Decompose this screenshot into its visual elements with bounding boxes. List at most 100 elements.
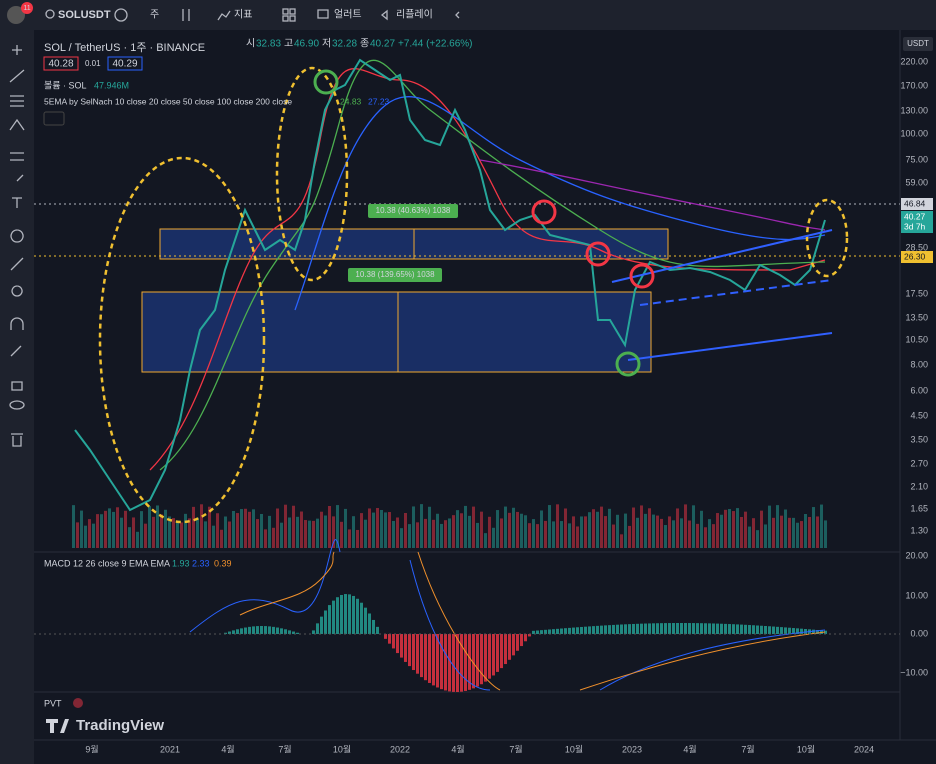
volume-bar: [532, 519, 535, 548]
indicators[interactable]: 지표: [234, 9, 252, 21]
time-axis-label: 10월: [333, 743, 351, 754]
volume-bar: [104, 510, 107, 548]
volume-bar: [476, 522, 479, 548]
volume-bar: [412, 506, 415, 548]
price-axis-label: 2.70: [910, 458, 928, 468]
volume-bar: [444, 520, 447, 548]
macd-bar: [604, 625, 607, 634]
volume-bar: [124, 510, 127, 548]
symbol[interactable]: SOLUSDT: [58, 9, 111, 21]
price-axis-label: 220.00: [900, 56, 928, 66]
macd-bar: [640, 623, 643, 634]
volume-bar: [776, 505, 779, 548]
macd-bar: [564, 628, 567, 634]
replay[interactable]: 리플레이: [396, 9, 433, 21]
volume-bar: [128, 527, 131, 548]
macd-bar: [540, 630, 543, 634]
volume-bar: [728, 509, 731, 548]
volume-bar: [512, 507, 515, 548]
price-axis-label: 100.00: [900, 128, 928, 138]
avatar[interactable]: [7, 6, 25, 24]
volume-bar: [400, 528, 403, 548]
volume-bar: [432, 519, 435, 548]
volume-bar: [84, 525, 87, 548]
ema-value: 27.23: [368, 96, 390, 106]
volume-bar: [284, 504, 287, 548]
interval[interactable]: 주: [150, 10, 159, 21]
price-axis-label: 28.50: [905, 242, 928, 252]
macd-bar: [544, 629, 547, 634]
volume-bar: [544, 520, 547, 548]
macd-bar: [496, 634, 499, 672]
time-axis-label: 4월: [683, 743, 696, 754]
macd-bar: [784, 627, 787, 634]
volume-bar: [276, 508, 279, 548]
bid-box[interactable]: [43, 56, 79, 71]
macd-bar: [760, 625, 763, 634]
annotation-ellipses: [98, 66, 849, 524]
volume-bar: [484, 533, 487, 548]
price-axis-label: 10.50: [905, 334, 928, 344]
trend-lines: [611, 229, 833, 361]
price-tag-bg: [901, 198, 933, 210]
macd-bar: [708, 623, 711, 634]
volume-bar: [292, 505, 295, 548]
volume-bar: [224, 516, 227, 548]
macd-bar: [472, 634, 475, 689]
currency-button[interactable]: [903, 37, 933, 51]
macd-bar: [268, 626, 271, 634]
volume-bar: [248, 511, 251, 548]
volume-bar: [252, 509, 255, 548]
volume-bar: [196, 517, 199, 548]
volume-bar: [624, 513, 627, 548]
macd-bar: [512, 634, 515, 656]
macd-bar: [244, 627, 247, 634]
volume-bar: [364, 519, 367, 548]
ema-label: 5EMA by SelNach 10 close 20 close 50 clo…: [44, 96, 292, 106]
volume-bar: [188, 518, 191, 548]
macd-bar: [580, 626, 583, 634]
macd-bar: [568, 627, 571, 634]
high: 46.90: [294, 39, 319, 50]
price-axis-label: 8.00: [910, 359, 928, 369]
ask-box[interactable]: [107, 56, 143, 71]
volume-bar: [640, 505, 643, 548]
price-axis-label: 1.30: [910, 525, 928, 535]
volume-bar: [184, 513, 187, 548]
time-axis-label: 7월: [741, 743, 754, 754]
volume-bars: [72, 504, 827, 548]
collapse-button[interactable]: [43, 111, 65, 126]
brand-logo: [46, 719, 69, 733]
macd-bar: [600, 625, 603, 634]
volume-bar: [700, 510, 703, 548]
macd-bar: [596, 625, 599, 634]
low: 32.28: [332, 39, 357, 50]
volume-bar: [568, 523, 571, 548]
volume-bar: [480, 511, 483, 548]
volume-bar: [396, 517, 399, 548]
macd-histogram: [224, 594, 827, 692]
volume-bar: [132, 517, 135, 548]
volume-bar: [344, 508, 347, 548]
volume-bar: [660, 518, 663, 548]
price-axis-label: 130.00: [900, 105, 928, 115]
macd-bar: [432, 634, 435, 686]
macd-bar: [484, 634, 487, 682]
macd-bar: [536, 630, 539, 634]
volume-bar: [684, 504, 687, 548]
volume-bar: [348, 529, 351, 548]
price-axis-label: 2.10: [910, 481, 928, 491]
volume-bar: [280, 522, 283, 548]
volume-bar: [616, 514, 619, 548]
volume-bar: [460, 513, 463, 548]
ema-value: 24.83: [340, 96, 362, 106]
macd-bar: [824, 630, 827, 634]
volume-bar: [680, 518, 683, 548]
volume-bar: [708, 519, 711, 548]
price-path: [74, 58, 826, 512]
volume-bar: [744, 511, 747, 548]
volume-bar: [192, 506, 195, 548]
alerts[interactable]: 얼러트: [334, 9, 362, 21]
macd-bar: [800, 628, 803, 634]
volume-bar: [76, 522, 79, 548]
